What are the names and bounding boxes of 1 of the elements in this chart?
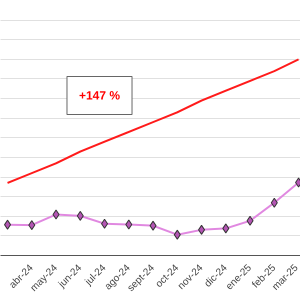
annotation: +147 % [78,88,120,102]
